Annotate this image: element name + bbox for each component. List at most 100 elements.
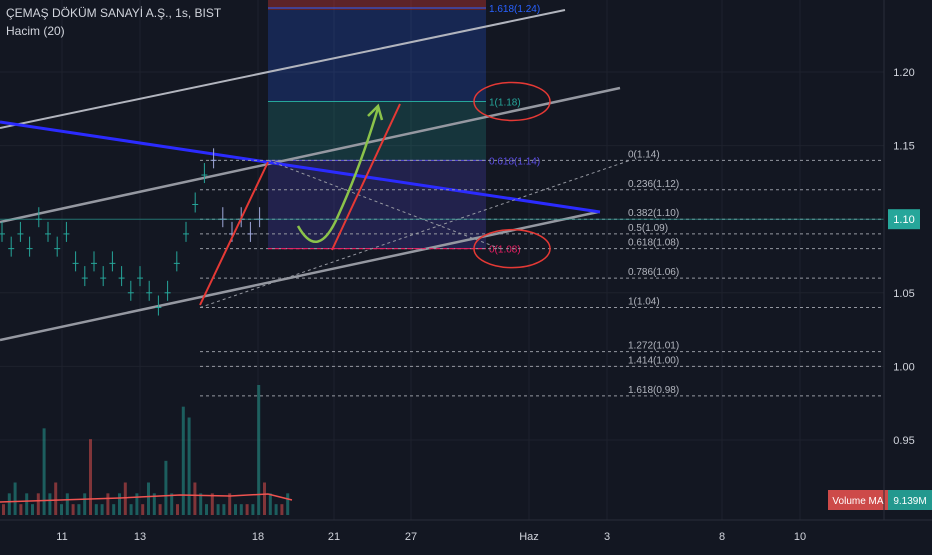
volume-indicator-title[interactable]: Hacim (20) <box>6 24 65 38</box>
fib-retracement[interactable]: 0(1.14) 0.236(1.12) 0.382(1.10) 0.5(1.09) 0.… <box>199 149 884 397</box>
volume-bar <box>257 385 261 515</box>
volume-bar <box>36 493 40 515</box>
target-level-label: 1(1.18) <box>489 97 521 108</box>
price-axis-bg <box>884 0 932 520</box>
target-highlight-circle[interactable] <box>473 81 551 122</box>
volume-bar <box>19 504 23 515</box>
volume-bar <box>135 493 139 515</box>
last-price-label: 1.10 <box>893 214 914 226</box>
drawing-annotations[interactable] <box>199 81 551 306</box>
projection-arrowhead <box>367 103 384 121</box>
stop-highlight-circle[interactable] <box>473 228 551 269</box>
volume-bar <box>129 504 133 515</box>
fib-level-label: 1.414(1.00) <box>628 355 679 366</box>
volume-ma-line <box>0 493 293 503</box>
fib-level-label: 0.618(1.08) <box>628 238 679 249</box>
volume-bar <box>118 493 121 515</box>
price-tick-label: 1.00 <box>893 361 914 373</box>
fib-level-label: 0.236(1.12) <box>628 179 679 190</box>
volume-bar <box>100 504 104 515</box>
target-level-label: 1.618(1.24) <box>489 4 540 15</box>
profit-zone-upper <box>268 10 486 102</box>
fib-level-label: 0.382(1.10) <box>628 208 679 219</box>
target-strip <box>268 0 486 10</box>
volume-bar <box>152 493 156 515</box>
volume-bar <box>239 504 243 515</box>
price-tick-label: 0.95 <box>893 435 914 447</box>
target-level-label: 0(1.08) <box>489 245 521 256</box>
time-tick-label: 18 <box>252 531 264 543</box>
volume-bar <box>245 504 249 515</box>
volume-bar <box>187 417 191 515</box>
volume-bar <box>54 482 58 515</box>
channel-upper-line[interactable] <box>0 9 566 129</box>
volume-ma-value: 9.139M <box>893 496 926 507</box>
fib-level-label: 0(1.14) <box>628 149 660 160</box>
volume-bar <box>7 493 11 515</box>
volume-ma-value-badge <box>888 490 932 510</box>
fib-trend-line <box>199 159 631 308</box>
descending-trendline[interactable] <box>0 120 601 214</box>
fib-level-label: 1.618(0.98) <box>628 385 679 396</box>
fib-level-label: 0.786(1.06) <box>628 267 679 278</box>
volume-bar <box>60 504 63 515</box>
time-tick-label: 13 <box>134 531 146 543</box>
time-tick-label: 11 <box>56 531 67 543</box>
volume-bar <box>263 482 266 515</box>
projection-curve[interactable] <box>296 107 380 244</box>
price-bars <box>0 148 263 316</box>
volume-bar <box>234 504 237 515</box>
volume-bar <box>2 504 5 515</box>
volume-bar <box>199 493 203 515</box>
impulse-leg-2[interactable] <box>331 103 401 251</box>
volume-bar <box>25 493 29 515</box>
time-axis-bg <box>0 520 932 550</box>
impulse-leg-1[interactable] <box>199 161 269 306</box>
stop-zone <box>268 160 486 249</box>
volume-bar <box>31 504 34 515</box>
volume-bars <box>0 385 293 515</box>
time-tick-label: 10 <box>794 531 806 543</box>
price-tick-label: 1.15 <box>893 141 914 153</box>
chart-legend: ÇEMAŞ DÖKÜM SANAYİ A.Ş., 1s, BIST Hacim … <box>6 4 221 40</box>
volume-bar <box>176 504 179 515</box>
volume-bar <box>13 482 17 515</box>
volume-bar <box>42 428 46 515</box>
volume-bar <box>268 493 272 515</box>
volume-bar <box>65 493 69 515</box>
volume-bar <box>158 504 162 515</box>
symbol-title[interactable]: ÇEMAŞ DÖKÜM SANAYİ A.Ş., 1s, BIST <box>6 6 222 20</box>
volume-bar <box>251 504 255 515</box>
volume-bar <box>216 504 220 515</box>
fib-trend-line-2 <box>267 159 501 250</box>
channel-mid-line[interactable] <box>0 86 621 224</box>
channel-lower-line[interactable] <box>0 210 599 342</box>
time-tick-label: Haz <box>519 531 539 543</box>
volume-bar <box>181 406 185 515</box>
fib-level-label: 1(1.04) <box>628 297 660 308</box>
volume-bar <box>123 482 127 515</box>
fib-level-label: 0.5(1.09) <box>628 223 668 234</box>
volume-bar <box>48 493 52 515</box>
volume-bar <box>170 493 174 515</box>
trend-channel[interactable] <box>0 9 621 342</box>
time-tick-label: 8 <box>719 531 725 543</box>
fib-level-label: 1.272(1.01) <box>628 341 679 352</box>
volume-bar <box>106 493 110 515</box>
time-tick-label: 21 <box>328 531 340 543</box>
volume-bar <box>112 504 116 515</box>
volume-bar <box>164 460 168 515</box>
volume-bar <box>205 504 208 515</box>
time-tick-label: 27 <box>405 531 417 543</box>
volume-ma-badge <box>828 490 888 510</box>
volume-bar <box>274 504 278 515</box>
volume-bar <box>222 504 226 515</box>
price-tick-label: 1.05 <box>893 288 914 300</box>
volume-bar <box>77 504 81 515</box>
volume-bar <box>193 482 197 515</box>
price-tick-label: 1.20 <box>893 67 914 79</box>
